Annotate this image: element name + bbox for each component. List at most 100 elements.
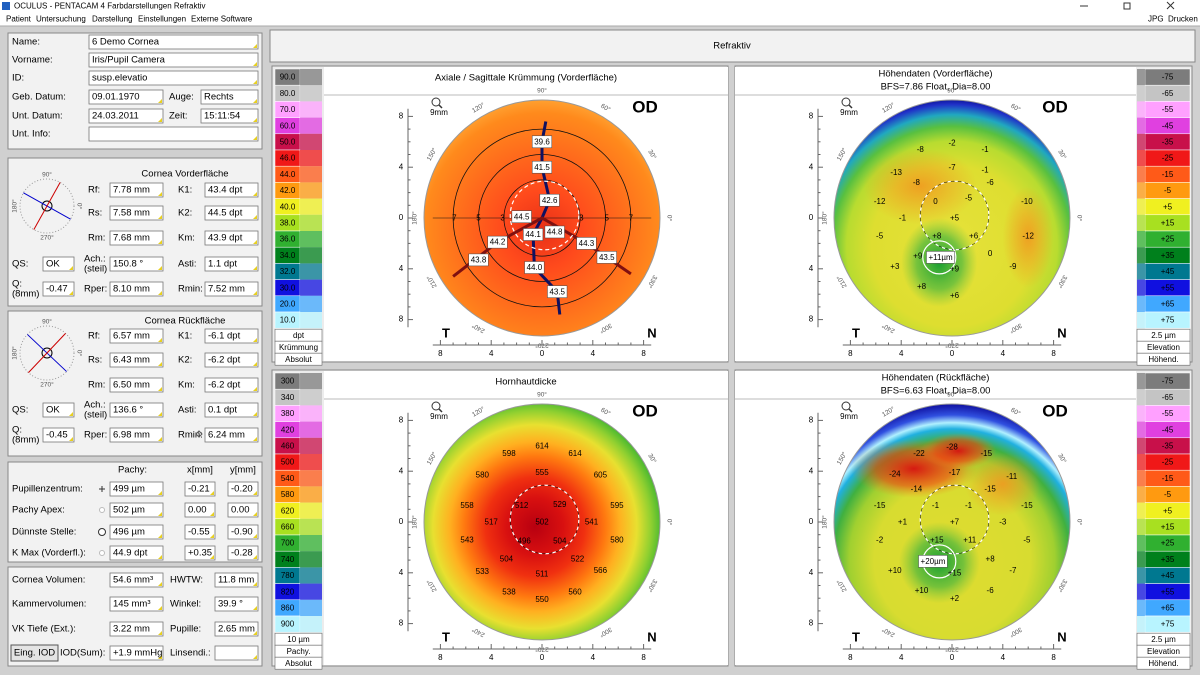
button-label[interactable]: Eing. IOD — [14, 648, 55, 659]
field-label: Winkel: — [170, 599, 201, 610]
field-label: Asti: — [178, 259, 196, 270]
x-tick-label: 0 — [540, 349, 545, 358]
scale-caption: Elevation — [1147, 343, 1180, 352]
input-box — [204, 281, 259, 297]
menu-item[interactable]: Externe Software — [191, 15, 253, 24]
menu-item[interactable]: Drucken — [1168, 15, 1198, 24]
degree-label: 90° — [537, 87, 547, 95]
value-box — [544, 225, 565, 239]
map-value: 42.6 — [542, 196, 558, 205]
scale-label: 860 — [281, 604, 295, 613]
zoom-icon-handle — [848, 104, 853, 109]
mini-axis-label: 180° — [11, 346, 19, 360]
field-label: QS: — [12, 259, 28, 270]
y-tick-label: 4 — [809, 162, 814, 171]
map-value: +6 — [950, 291, 960, 300]
menu-item[interactable]: JPG — [1148, 15, 1164, 24]
scale-strip — [300, 69, 322, 86]
map-value: -13 — [890, 168, 902, 177]
field-value: 44.9 dpt — [113, 548, 148, 559]
zoom-icon[interactable] — [841, 401, 851, 411]
input-box — [109, 502, 164, 518]
scale-label: 780 — [281, 571, 295, 580]
scale-strip — [1137, 69, 1145, 86]
scale-caption: Krümmung — [279, 343, 318, 352]
map-value: 44.8 — [547, 228, 563, 237]
button[interactable] — [10, 644, 59, 662]
scale-strip — [300, 567, 322, 584]
scale-strip — [300, 150, 322, 167]
menu-item[interactable]: Einstellungen — [138, 15, 186, 24]
map-region — [964, 452, 1041, 516]
value-box — [524, 261, 545, 274]
box-corner — [253, 655, 257, 659]
field-value: -0.28 — [231, 548, 253, 559]
field-value: 24.03.2011 — [92, 111, 139, 122]
window-control[interactable] — [1123, 2, 1131, 10]
zoom-icon[interactable] — [431, 97, 441, 107]
field-value: +0.35 — [188, 548, 212, 559]
input-box — [200, 89, 259, 105]
box-corner — [253, 99, 257, 103]
map-value: 512 — [515, 501, 529, 510]
scale-caption-box — [274, 352, 323, 366]
field-value: -0.20 — [231, 484, 253, 495]
field-label: Rm: — [88, 380, 105, 391]
field-label: IOD(Sum): — [60, 648, 105, 659]
field-value: 136.6 ° — [113, 405, 143, 416]
field-label: Kammervolumen: — [12, 599, 86, 610]
scale-label: 420 — [281, 425, 295, 434]
box-corner — [158, 362, 162, 366]
map-value: +7 — [950, 518, 960, 527]
window-control[interactable] — [1166, 1, 1175, 10]
mini-axis-label: 0° — [75, 350, 83, 357]
y-tick-label: 8 — [399, 112, 404, 121]
scale-label: -75 — [1162, 377, 1174, 386]
field-value: 7.68 mm — [113, 233, 150, 244]
field-value: 6.43 mm — [113, 355, 150, 366]
box-corner — [158, 491, 162, 495]
input-box — [214, 596, 259, 612]
map-value: 41.5 — [534, 163, 550, 172]
box-corner — [253, 491, 257, 495]
input-box — [109, 572, 164, 588]
box-corner — [253, 582, 257, 586]
field-value: -6.2 dpt — [208, 355, 241, 366]
value-box — [918, 555, 948, 568]
field-value: 15:11:54 — [204, 111, 240, 122]
map-value: -5 — [876, 231, 884, 240]
input-box — [184, 545, 216, 561]
scale-label: 460 — [281, 442, 295, 451]
zoom-icon[interactable] — [841, 97, 851, 107]
field-label: (steil) — [84, 410, 107, 421]
zoom-icon[interactable] — [431, 401, 441, 411]
input-box — [109, 328, 164, 344]
input-box — [109, 352, 164, 368]
field-label: Rf: — [88, 331, 100, 342]
zoom-label: 9mm — [430, 108, 448, 117]
menu-item[interactable]: Patient — [6, 15, 32, 24]
scale-strip — [1137, 231, 1145, 248]
scale-strip — [300, 454, 322, 471]
scale-strip — [1137, 101, 1145, 118]
input-box — [109, 182, 164, 198]
flat-axis — [28, 333, 66, 373]
menu-item[interactable]: Untersuchung — [36, 15, 86, 24]
scale-label: 620 — [281, 506, 295, 515]
field-label: Vorname: — [12, 55, 53, 66]
box-corner — [253, 387, 257, 391]
field-value: 145 mm³ — [113, 599, 150, 610]
input-box — [204, 230, 259, 246]
field-label: Geb. Datum: — [12, 92, 66, 103]
box-corner — [158, 555, 162, 559]
degree-label: 180° — [411, 515, 419, 529]
box-corner — [253, 437, 257, 441]
menu-item[interactable]: Darstellung — [92, 15, 132, 24]
box-corner — [210, 555, 214, 559]
degree-label: 180° — [821, 211, 829, 225]
box-corner — [253, 338, 257, 342]
scale-label: 36.0 — [280, 235, 296, 244]
scale-label: +25 — [1161, 235, 1175, 244]
scale-label: 34.0 — [280, 251, 296, 260]
box-corner — [253, 44, 257, 48]
